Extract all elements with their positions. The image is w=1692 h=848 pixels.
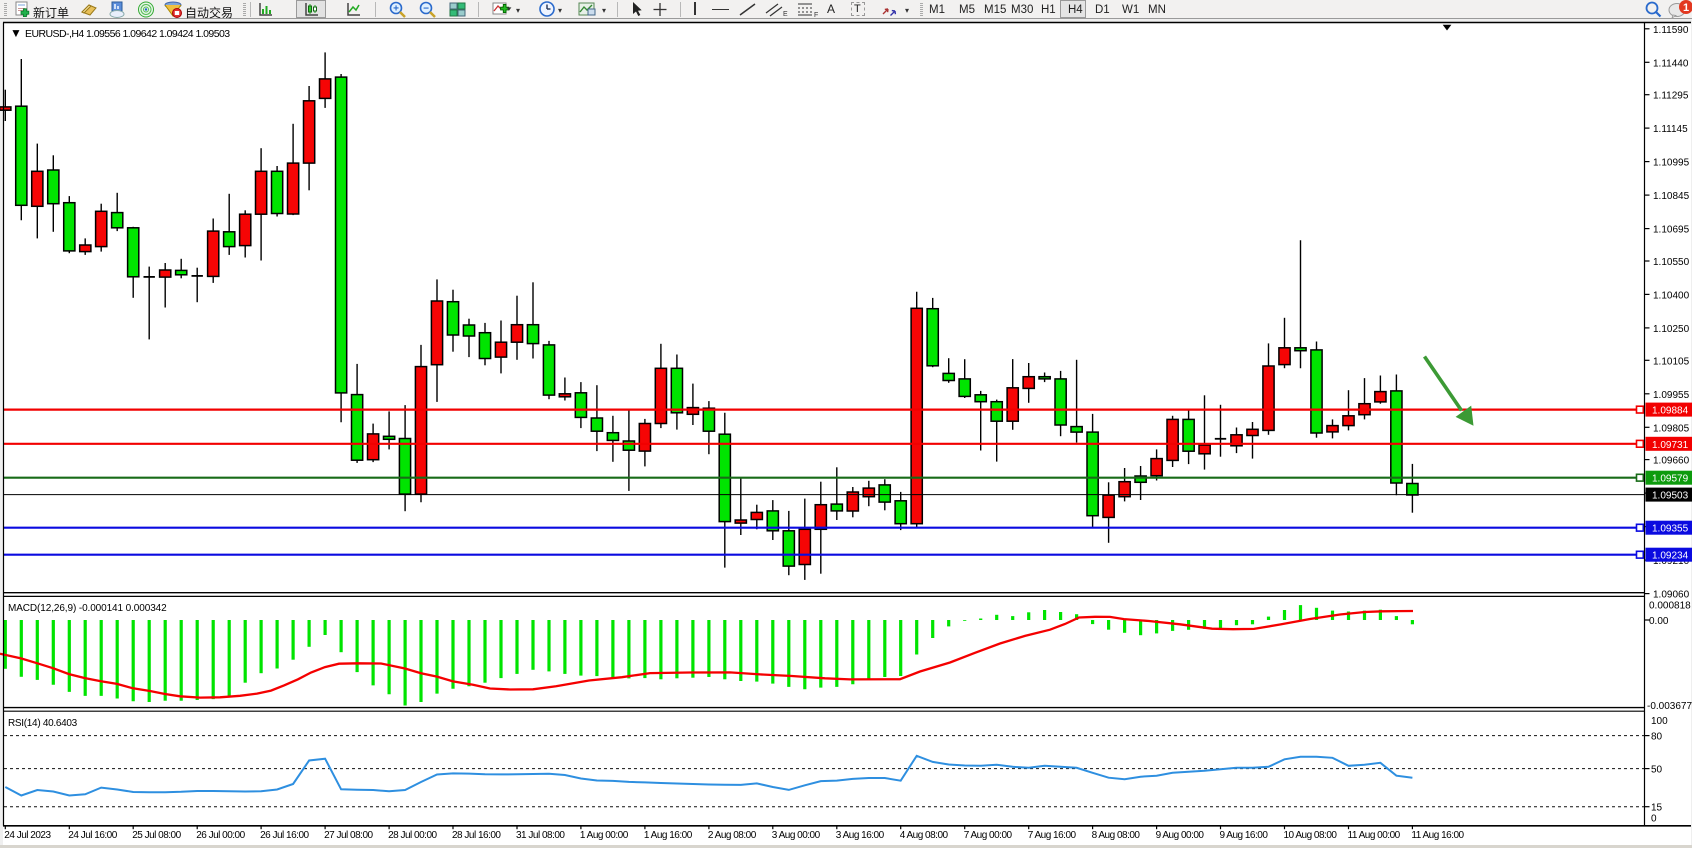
svg-text:1.09955: 1.09955 [1653, 390, 1690, 401]
svg-text:1.10250: 1.10250 [1653, 324, 1690, 335]
svg-text:2 Aug 08:00: 2 Aug 08:00 [708, 830, 757, 841]
svg-text:1.11295: 1.11295 [1653, 91, 1689, 102]
svg-text:7 Aug 16:00: 7 Aug 16:00 [1028, 830, 1077, 841]
svg-text:9 Aug 00:00: 9 Aug 00:00 [1156, 830, 1205, 841]
svg-text:0.00: 0.00 [1649, 616, 1669, 627]
svg-text:24 Jul 2023: 24 Jul 2023 [4, 830, 51, 841]
svg-text:1.10995: 1.10995 [1653, 158, 1690, 169]
svg-text:1.09234: 1.09234 [1652, 551, 1689, 562]
svg-text:26 Jul 00:00: 26 Jul 00:00 [196, 830, 245, 841]
svg-text:▼: ▼ [10, 26, 22, 40]
svg-text:1.11590: 1.11590 [1653, 25, 1689, 36]
svg-text:26 Jul 16:00: 26 Jul 16:00 [260, 830, 309, 841]
svg-text:1.10400: 1.10400 [1653, 290, 1690, 301]
svg-text:1.10550: 1.10550 [1653, 257, 1690, 268]
svg-text:MACD(12,26,9) -0.000141 0.0003: MACD(12,26,9) -0.000141 0.000342 [8, 603, 167, 614]
svg-text:−: − [423, 4, 429, 15]
svg-text:50: 50 [1651, 765, 1663, 776]
svg-text:11 Aug 00:00: 11 Aug 00:00 [1348, 830, 1401, 841]
svg-text:3 Aug 16:00: 3 Aug 16:00 [836, 830, 885, 841]
svg-text:4 Aug 08:00: 4 Aug 08:00 [900, 830, 949, 841]
svg-text:31 Jul 08:00: 31 Jul 08:00 [516, 830, 565, 841]
svg-text:+: + [393, 4, 399, 15]
svg-text:1 Aug 00:00: 1 Aug 00:00 [580, 830, 629, 841]
svg-text:27 Jul 08:00: 27 Jul 08:00 [324, 830, 373, 841]
svg-text:28 Jul 00:00: 28 Jul 00:00 [388, 830, 437, 841]
svg-text:7 Aug 00:00: 7 Aug 00:00 [964, 830, 1013, 841]
svg-text:-0.003677: -0.003677 [1647, 701, 1692, 712]
svg-text:0: 0 [1651, 814, 1657, 825]
svg-text:8 Aug 08:00: 8 Aug 08:00 [1092, 830, 1141, 841]
svg-text:1.09731: 1.09731 [1652, 440, 1689, 451]
svg-text:100: 100 [1651, 716, 1668, 727]
svg-text:F: F [814, 12, 818, 18]
svg-text:1.09503: 1.09503 [1652, 491, 1689, 502]
svg-text:15: 15 [1651, 803, 1663, 814]
svg-text:1.11145: 1.11145 [1653, 124, 1688, 135]
svg-text:1.10845: 1.10845 [1653, 191, 1690, 202]
svg-text:1.09660: 1.09660 [1653, 456, 1690, 467]
svg-text:25 Jul 08:00: 25 Jul 08:00 [132, 830, 181, 841]
svg-text:1.09579: 1.09579 [1652, 474, 1689, 485]
svg-text:1: 1 [1683, 2, 1689, 14]
svg-text:1.09355: 1.09355 [1652, 524, 1689, 535]
svg-text:0.000818: 0.000818 [1649, 601, 1691, 612]
svg-text:1.10695: 1.10695 [1653, 225, 1690, 236]
svg-text:RSI(14) 40.6403: RSI(14) 40.6403 [8, 718, 78, 729]
svg-text:1 Aug 16:00: 1 Aug 16:00 [644, 830, 693, 841]
svg-text:28 Jul 16:00: 28 Jul 16:00 [452, 830, 501, 841]
svg-text:E: E [783, 11, 788, 18]
svg-text:80: 80 [1651, 732, 1663, 743]
svg-text:3 Aug 00:00: 3 Aug 00:00 [772, 830, 821, 841]
svg-text:1.09060: 1.09060 [1653, 590, 1690, 601]
svg-text:EURUSD-,H4 1.09556 1.09642 1.: EURUSD-,H4 1.09556 1.09642 1.09424 1.095… [25, 28, 230, 40]
svg-text:1.09805: 1.09805 [1653, 423, 1690, 434]
svg-text:24 Jul 16:00: 24 Jul 16:00 [68, 830, 117, 841]
svg-text:1.11440: 1.11440 [1653, 58, 1689, 69]
svg-text:10 Aug 08:00: 10 Aug 08:00 [1284, 830, 1338, 841]
svg-text:1.10105: 1.10105 [1653, 356, 1690, 367]
svg-text:1.09884: 1.09884 [1652, 406, 1689, 417]
svg-text:9 Aug 16:00: 9 Aug 16:00 [1220, 830, 1269, 841]
svg-text:11 Aug 16:00: 11 Aug 16:00 [1411, 830, 1464, 841]
